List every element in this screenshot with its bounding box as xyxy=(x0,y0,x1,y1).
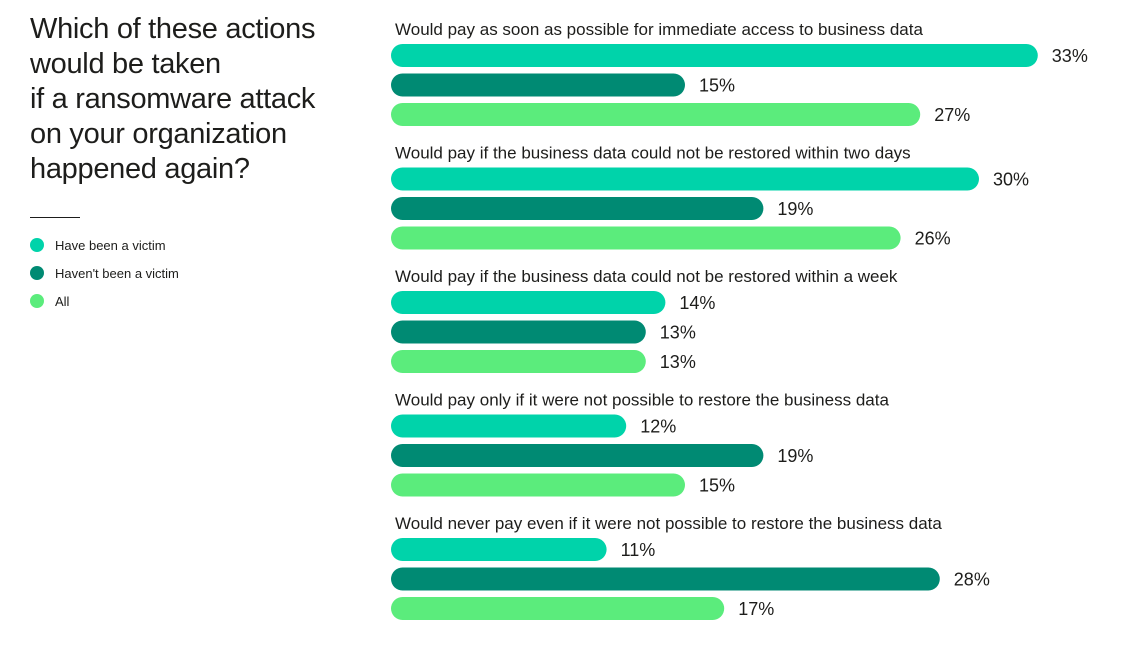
bar xyxy=(391,197,764,220)
bar xyxy=(391,167,979,191)
bar xyxy=(391,567,940,591)
bar xyxy=(391,597,725,620)
data-label: 19% xyxy=(777,199,813,219)
data-label: 13% xyxy=(660,323,696,343)
category-group: Would pay as soon as possible for immedi… xyxy=(391,20,1088,126)
data-label: 15% xyxy=(699,476,735,496)
title-line: on your organization xyxy=(30,118,287,150)
legend-swatch xyxy=(30,266,44,280)
data-label: 30% xyxy=(993,170,1029,190)
category-group: Would pay only if it were not possible t… xyxy=(391,391,889,497)
data-label: 11% xyxy=(621,540,656,560)
legend-swatch xyxy=(30,294,44,308)
data-label: 12% xyxy=(640,417,676,437)
title-line: would be taken xyxy=(30,48,221,80)
title-line: if a ransomware attack xyxy=(30,83,316,115)
bar xyxy=(391,538,607,561)
bar xyxy=(391,226,901,250)
legend-item-have-been-victim: Have been a victim xyxy=(30,231,179,259)
legend-divider xyxy=(30,217,80,218)
bar xyxy=(391,444,764,467)
data-label: 27% xyxy=(934,105,970,125)
legend: Have been a victim Haven't been a victim… xyxy=(30,231,179,315)
category-group: Would never pay even if it were not poss… xyxy=(391,514,990,620)
data-label: 15% xyxy=(699,76,735,96)
data-label: 26% xyxy=(915,229,951,249)
bar xyxy=(391,350,646,373)
legend-label: Haven't been a victim xyxy=(55,265,179,281)
category-label: Would pay only if it were not possible t… xyxy=(395,391,889,410)
bar xyxy=(391,44,1038,67)
data-label: 14% xyxy=(679,293,715,313)
data-label: 13% xyxy=(660,352,696,372)
legend-item-havent-been-victim: Haven't been a victim xyxy=(30,259,179,287)
data-label: 19% xyxy=(777,446,813,466)
bar xyxy=(391,473,685,497)
chart-title: Which of these actions would be taken if… xyxy=(30,12,360,187)
data-label: 28% xyxy=(954,570,990,590)
legend-swatch xyxy=(30,238,44,252)
legend-item-all: All xyxy=(30,287,179,315)
bar xyxy=(391,73,685,97)
category-label: Would never pay even if it were not poss… xyxy=(395,514,942,533)
bar xyxy=(391,103,921,126)
category-group: Would pay if the business data could not… xyxy=(391,267,898,373)
bar xyxy=(391,291,666,314)
data-label: 33% xyxy=(1052,46,1088,66)
legend-label: All xyxy=(55,293,70,309)
category-label: Would pay as soon as possible for immedi… xyxy=(395,20,923,39)
category-group: Would pay if the business data could not… xyxy=(391,144,1029,250)
title-line: happened again? xyxy=(30,153,250,185)
title-line: Which of these actions xyxy=(30,13,316,45)
category-label: Would pay if the business data could not… xyxy=(395,267,898,286)
data-label: 17% xyxy=(738,599,774,619)
legend-label: Have been a victim xyxy=(55,237,166,253)
bar xyxy=(391,320,646,344)
category-label: Would pay if the business data could not… xyxy=(395,144,911,163)
bar xyxy=(391,414,627,438)
